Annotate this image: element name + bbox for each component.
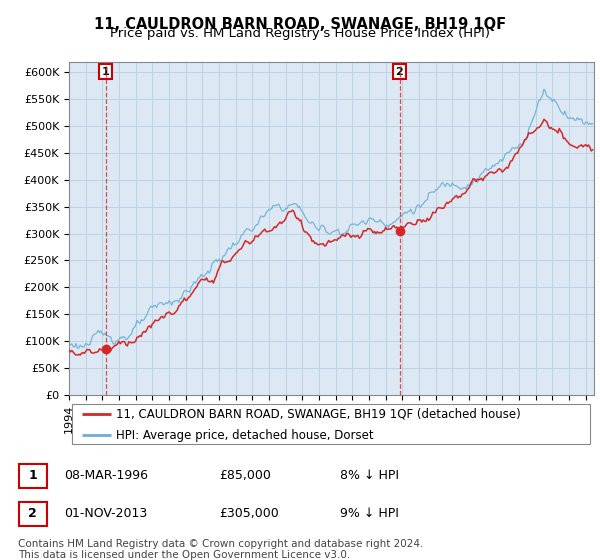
Bar bbox=[19, 464, 47, 488]
Text: 2: 2 bbox=[395, 67, 403, 77]
Text: 8% ↓ HPI: 8% ↓ HPI bbox=[340, 469, 400, 482]
Text: 11, CAULDRON BARN ROAD, SWANAGE, BH19 1QF: 11, CAULDRON BARN ROAD, SWANAGE, BH19 1Q… bbox=[94, 17, 506, 32]
Text: Price paid vs. HM Land Registry's House Price Index (HPI): Price paid vs. HM Land Registry's House … bbox=[110, 27, 490, 40]
Text: 2: 2 bbox=[28, 507, 37, 520]
Text: Contains HM Land Registry data © Crown copyright and database right 2024.
This d: Contains HM Land Registry data © Crown c… bbox=[18, 539, 424, 560]
Bar bbox=[19, 502, 47, 526]
Text: 9% ↓ HPI: 9% ↓ HPI bbox=[340, 507, 399, 520]
Text: £305,000: £305,000 bbox=[220, 507, 279, 520]
Text: 01-NOV-2013: 01-NOV-2013 bbox=[64, 507, 147, 520]
Text: HPI: Average price, detached house, Dorset: HPI: Average price, detached house, Dors… bbox=[116, 428, 374, 442]
Text: £85,000: £85,000 bbox=[220, 469, 271, 482]
Text: 1: 1 bbox=[28, 469, 37, 482]
Text: 11, CAULDRON BARN ROAD, SWANAGE, BH19 1QF (detached house): 11, CAULDRON BARN ROAD, SWANAGE, BH19 1Q… bbox=[116, 408, 521, 421]
Text: 1: 1 bbox=[101, 67, 109, 77]
Text: 08-MAR-1996: 08-MAR-1996 bbox=[64, 469, 148, 482]
